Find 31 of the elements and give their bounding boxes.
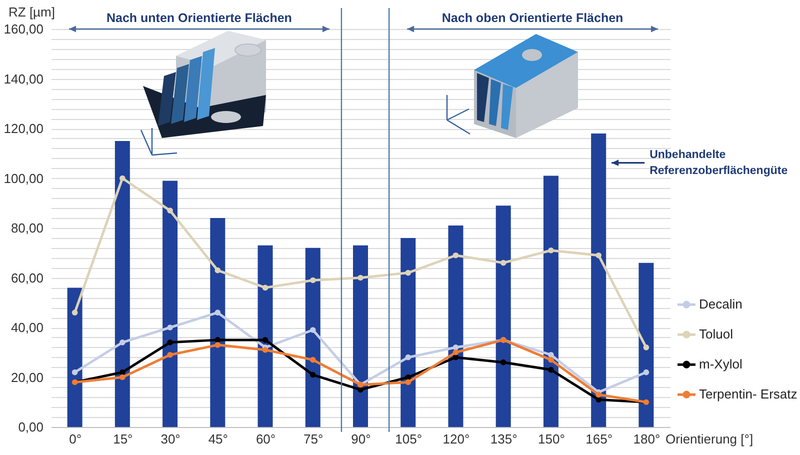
y-tick-label: 20,00 (10, 370, 44, 385)
x-tick-label: 30° (160, 432, 180, 446)
x-tick-label: 45° (208, 432, 228, 446)
x-tick-label: 120° (442, 432, 470, 446)
legend-label: Decalin (699, 296, 742, 312)
legend-label: Terpentin- Ersatz (699, 386, 798, 402)
x-tick-label: 60° (256, 432, 276, 446)
x-tick-label: 150° (538, 432, 565, 446)
x-axis-title: Orientierung [°] (666, 432, 754, 446)
x-tick-label: 75° (304, 432, 324, 446)
y-tick-label: 0,00 (18, 420, 44, 434)
y-axis-title: RZ [µm] (8, 4, 55, 20)
y-tick-label: 80,00 (10, 220, 44, 236)
x-tick-label: 90° (351, 432, 371, 446)
annotation: Unbehandelte Referenzoberflächengüte (650, 148, 788, 177)
y-tick-label: 60,00 (10, 270, 44, 286)
legend-label: m-Xylol (699, 356, 742, 372)
x-tick-label: 165° (586, 432, 613, 446)
text: Nach oben Orientierte Flächen (442, 11, 624, 25)
x-tick-label: 15° (113, 432, 133, 446)
y-tick-label: 100,00 (4, 170, 44, 186)
y-tick-label: 140,00 (4, 71, 44, 86)
x-tick-label: 135° (490, 432, 518, 446)
y-tick-label: 160,00 (4, 22, 44, 36)
y-tick-label: 40,00 (10, 320, 44, 335)
x-tick-label: 105° (395, 432, 422, 446)
x-tick-label: 0° (69, 432, 82, 446)
y-tick-label: 120,00 (4, 121, 44, 136)
legend-label: Toluol (699, 326, 734, 342)
text: Nach unten Orientierte Flächen (106, 11, 292, 25)
x-tick-label: 180° (633, 432, 660, 446)
